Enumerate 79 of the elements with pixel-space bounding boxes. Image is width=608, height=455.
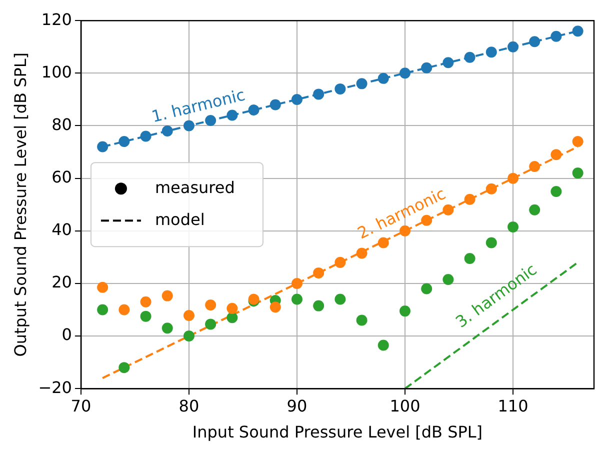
- point: [399, 68, 410, 79]
- legend-label: measured: [154, 178, 235, 197]
- point: [183, 330, 194, 342]
- point: [162, 126, 173, 136]
- y-tick-label: 20: [52, 272, 72, 292]
- point: [162, 322, 173, 334]
- point: [97, 304, 108, 316]
- point: [378, 72, 389, 84]
- point: [248, 104, 260, 116]
- point: [140, 130, 152, 142]
- y-tick-label: 120: [41, 10, 72, 29]
- point: [334, 256, 346, 268]
- point: [313, 267, 324, 278]
- point: [529, 36, 540, 48]
- point: [291, 94, 302, 105]
- point: [356, 314, 368, 326]
- point: [421, 62, 432, 74]
- point: [486, 237, 497, 248]
- point: [334, 294, 346, 305]
- y-tick-label: 80: [52, 114, 72, 134]
- x-tick-label: 90: [286, 396, 308, 416]
- y-tick-label: 100: [41, 62, 72, 82]
- point: [464, 252, 476, 264]
- point: [183, 310, 194, 322]
- point: [399, 306, 410, 317]
- point: [507, 41, 518, 52]
- annotation: 1. harmonic: [150, 85, 247, 126]
- point: [97, 141, 108, 152]
- point: [313, 88, 324, 100]
- point: [205, 300, 216, 311]
- point: [334, 83, 346, 94]
- point: [356, 248, 368, 259]
- point: [572, 136, 584, 148]
- point: [97, 282, 108, 293]
- point: [378, 340, 389, 351]
- point: [550, 186, 562, 197]
- point: [291, 278, 302, 289]
- y-axis-title: Output Sound Pressure Level [dB SPL]: [10, 52, 30, 357]
- legend-label: model: [154, 210, 205, 229]
- point: [486, 46, 497, 58]
- point: [270, 302, 281, 313]
- point: [572, 168, 584, 179]
- x-tick-label: 110: [498, 396, 528, 416]
- point: [464, 52, 476, 63]
- point: [118, 136, 130, 148]
- point: [140, 310, 152, 322]
- x-tick-label: 80: [178, 396, 200, 416]
- point: [442, 57, 454, 68]
- point: [421, 283, 432, 294]
- point: [550, 149, 562, 160]
- point: [529, 160, 540, 172]
- x-axis-title: Input Sound Pressure Level [dB SPL]: [192, 422, 483, 442]
- point: [442, 274, 454, 286]
- point: [464, 194, 476, 205]
- point: [378, 237, 389, 248]
- point: [529, 204, 540, 216]
- point: [291, 294, 302, 305]
- point: [572, 26, 584, 37]
- point: [313, 300, 324, 312]
- point: [486, 183, 497, 194]
- y-tick-label: 0: [62, 325, 72, 344]
- point: [118, 304, 130, 316]
- x-tick-label: 70: [70, 396, 92, 416]
- point: [270, 99, 281, 110]
- point: [550, 30, 562, 42]
- point: [162, 290, 173, 302]
- y-tick-label: −20: [38, 378, 72, 397]
- y-tick-label: 60: [52, 167, 72, 186]
- point: [356, 78, 368, 90]
- point: [226, 312, 238, 324]
- point: [118, 362, 130, 374]
- point: [507, 172, 518, 184]
- point: [140, 296, 152, 308]
- point: [507, 221, 518, 232]
- point: [226, 302, 238, 314]
- point: [183, 120, 194, 132]
- x-tick-label: 100: [390, 396, 420, 416]
- y-tick-label: 40: [52, 220, 72, 240]
- point: [205, 318, 216, 330]
